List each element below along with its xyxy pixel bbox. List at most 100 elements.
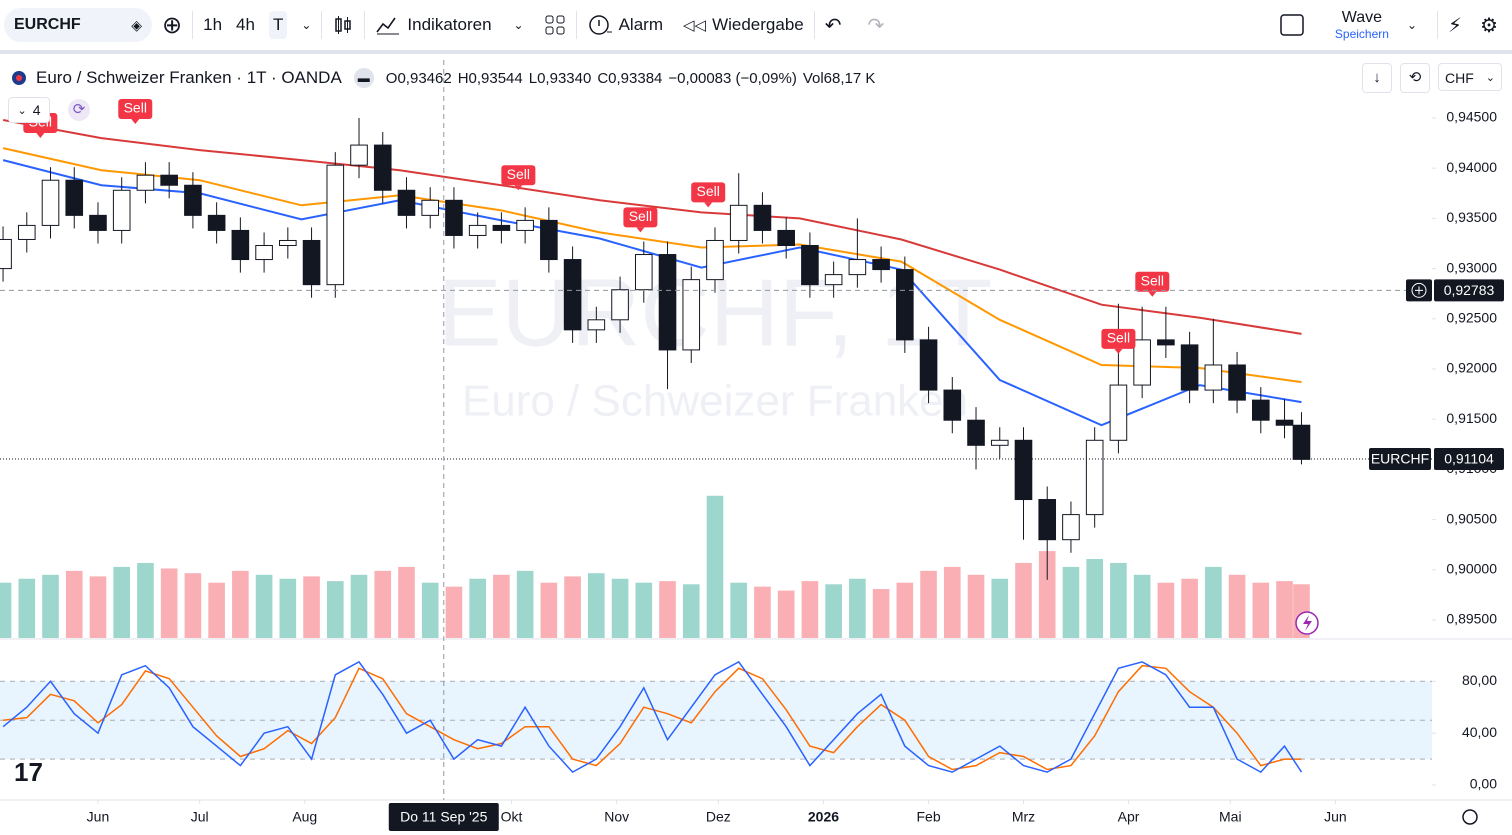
compare-button[interactable]: ⊕ — [162, 11, 183, 39]
volume-bar — [232, 570, 249, 638]
y-tick-label: 0,92500 — [1446, 309, 1497, 325]
volume-bar — [160, 568, 178, 638]
x-tick-label: Dez — [706, 809, 731, 825]
candle-body — [990, 439, 1009, 446]
interval[interactable]: 4h — [236, 15, 255, 34]
signal-box — [1135, 271, 1170, 292]
separator — [813, 11, 815, 39]
volume-bar — [113, 566, 131, 638]
volume-bar — [1038, 551, 1056, 638]
symbol-search[interactable]: EURCHF ◈ — [4, 8, 152, 42]
fullscreen-button[interactable] — [1269, 7, 1315, 43]
alarm-button[interactable]: Alarm — [577, 7, 673, 43]
signal-pointer — [1148, 291, 1157, 297]
sell-signal: Sell — [1135, 271, 1170, 297]
candle-body — [89, 214, 107, 231]
x-tick-label: Nov — [604, 809, 629, 825]
x-tick-label: Apr — [1118, 809, 1140, 825]
candle-body — [706, 239, 724, 281]
candle-body — [112, 189, 131, 231]
volume-bar — [0, 582, 12, 638]
volume-bar — [730, 582, 748, 638]
candle-body — [587, 319, 606, 331]
signal-label: Sell — [507, 166, 530, 182]
volume-bar — [279, 578, 297, 638]
volume-bar — [255, 574, 273, 638]
candle-body — [563, 259, 582, 331]
sell-signal: Sell — [118, 98, 153, 124]
reset-button[interactable]: ⟲ — [1400, 63, 1430, 93]
crosshair-add-button[interactable] — [1406, 279, 1432, 302]
signal-box — [1101, 328, 1136, 349]
replay-icon: ◁◁ — [683, 17, 707, 34]
signal-label: Sell — [629, 208, 652, 224]
indicators-dropdown: ⌄ — [513, 18, 524, 32]
candle-body — [1180, 344, 1199, 391]
layout-button[interactable] — [534, 7, 576, 43]
volume-bar — [611, 578, 629, 638]
layout-dropdown[interactable]: ⌄ — [1406, 18, 1418, 32]
candle-body — [1204, 364, 1223, 391]
volume-bar — [1205, 566, 1222, 638]
volume-bar — [943, 566, 961, 638]
candle-body — [136, 174, 155, 191]
legend-open: O0,93462 — [385, 69, 452, 87]
candle-body — [611, 289, 629, 321]
x-tick-label: Mai — [1219, 809, 1242, 825]
volume-bar — [1110, 562, 1127, 638]
volume-bar — [635, 582, 653, 638]
save-layout[interactable]: Wave Speichern — [1315, 7, 1407, 43]
candle-body — [753, 204, 772, 231]
market-status: ▬ — [353, 68, 374, 88]
undo-button[interactable]: ↶ — [824, 14, 842, 37]
sell-signal: Sell — [501, 165, 536, 191]
replay-button[interactable]: ◁◁ Wiedergabe — [673, 7, 814, 43]
chart-type-button[interactable] — [322, 7, 364, 43]
volume-bar — [754, 586, 771, 638]
candle-body — [207, 214, 226, 231]
volume-bar — [801, 581, 819, 638]
volume-bar — [398, 566, 415, 638]
candle-body — [1085, 439, 1104, 516]
chevron: ⌄ — [17, 104, 27, 117]
candle-body — [1251, 399, 1270, 421]
volume-bar — [374, 570, 392, 638]
volume-bar — [991, 578, 1009, 638]
separator — [192, 11, 194, 39]
volume-bar — [1015, 562, 1032, 638]
interval-dropdown[interactable]: ⌄ — [301, 18, 312, 32]
indicator-toggle[interactable]: ⌄ 4 — [8, 97, 50, 123]
refresh-icon[interactable]: ⟳ — [68, 99, 90, 121]
watermark-name: Euro / Schweizer Franken — [462, 377, 968, 426]
interval[interactable]: T — [268, 11, 288, 39]
quick-search[interactable]: ⚡︎ — [1448, 14, 1463, 37]
volume-bar — [1228, 574, 1246, 638]
symbol: EURCHF — [14, 16, 81, 33]
candle-body — [65, 179, 84, 216]
candle-body — [848, 259, 867, 276]
settings-icon[interactable] — [1462, 809, 1478, 825]
scroll-button[interactable]: ↓ — [1362, 63, 1392, 93]
candle-body — [0, 238, 12, 270]
signal-label: Sell — [1107, 330, 1130, 346]
symbol-tag-label: EURCHF — [1371, 451, 1429, 467]
settings-button[interactable]: ⚙︎ — [1480, 14, 1498, 37]
lightning-icon — [1303, 615, 1312, 631]
volume-bar — [1252, 582, 1270, 638]
currency-button[interactable]: CHF ⌄ — [1438, 63, 1502, 91]
volume-bar — [303, 576, 320, 638]
indicators-button[interactable]: Indikatoren ⌄ — [365, 7, 533, 43]
sell-signal: Sell — [623, 207, 658, 233]
replay-label: Wiedergabe — [712, 15, 804, 34]
candle-body — [967, 419, 985, 446]
candle-body — [445, 199, 463, 236]
signal-label: Sell — [1141, 272, 1164, 288]
redo-button[interactable]: ↷ — [867, 14, 885, 37]
symbol-icon: ◈ — [131, 16, 142, 33]
add-button-plus — [1415, 286, 1423, 295]
signal-box — [623, 207, 658, 228]
candle-body — [373, 144, 392, 191]
interval[interactable]: 1h — [203, 15, 223, 34]
